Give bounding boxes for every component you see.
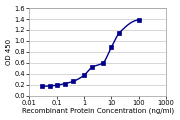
Y-axis label: OD 450: OD 450 xyxy=(6,39,12,65)
X-axis label: Recombinant Protein Concentration (ng/ml): Recombinant Protein Concentration (ng/ml… xyxy=(21,108,174,114)
